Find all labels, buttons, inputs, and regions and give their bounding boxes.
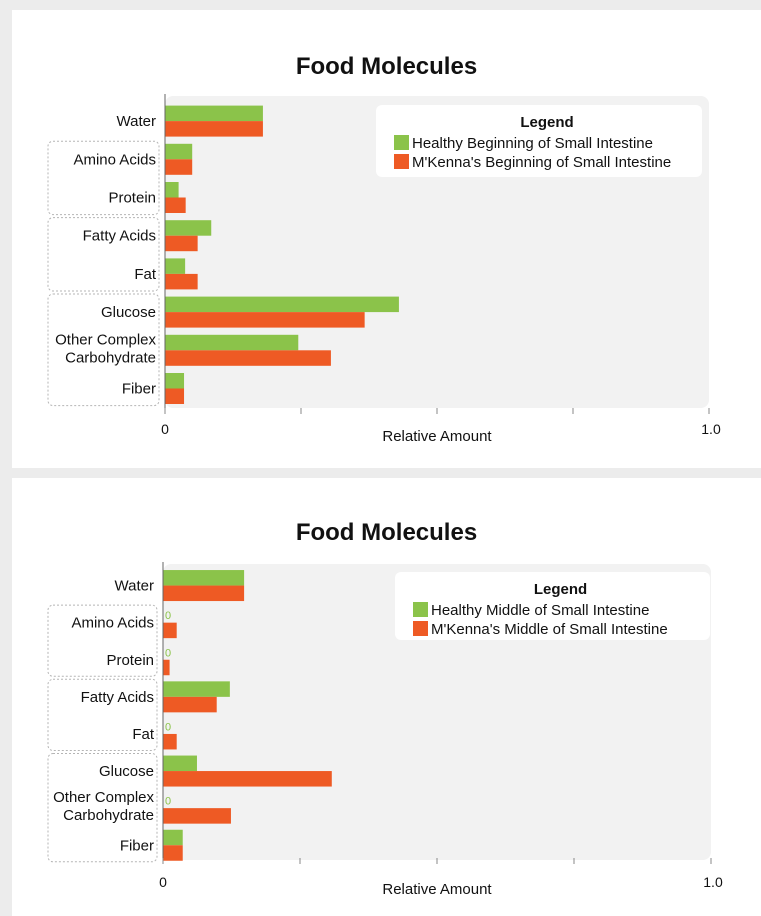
legend-entry: M'Kenna's Beginning of Small Intestine <box>412 154 671 171</box>
x-axis-label: Relative Amount <box>382 428 492 445</box>
bar <box>165 373 185 389</box>
category-label: Fatty Acids <box>81 689 154 706</box>
legend-swatch <box>413 602 428 617</box>
bar <box>163 829 183 846</box>
zero-value-label: 0 <box>165 721 171 733</box>
bar <box>165 273 198 290</box>
chart-title: Food Molecules <box>296 53 477 80</box>
bar <box>163 570 245 586</box>
bar <box>163 808 231 824</box>
category-label: Amino Acids <box>71 615 154 632</box>
category-label: Fatty Acids <box>83 228 156 245</box>
zero-value-label: 0 <box>165 610 171 622</box>
category-group-box <box>47 217 160 292</box>
bar <box>165 312 365 328</box>
bar <box>165 350 331 366</box>
bar <box>163 585 245 602</box>
bar <box>165 388 185 404</box>
category-group-box <box>47 140 160 216</box>
chart-panel-middle: Food Molecules Water Amino Acids 0 Protein 0 F… <box>12 478 761 916</box>
chart-panel-beginning: Food Molecules Water Amino Acids Protein Fat… <box>12 10 761 468</box>
category-label: Water <box>115 578 154 595</box>
category-label: Protein <box>106 652 154 669</box>
bar <box>165 258 186 274</box>
category-group-box <box>47 604 158 677</box>
category-label: Other Complex <box>55 331 156 348</box>
food-molecules-chart-beginning: Food Molecules Water Amino Acids Protein Fat… <box>47 53 721 445</box>
category-label: Fiber <box>122 381 156 398</box>
legend-entry: Healthy Middle of Small Intestine <box>431 602 649 619</box>
zero-value-label: 0 <box>165 796 171 808</box>
bar <box>163 755 197 772</box>
bar <box>163 733 177 750</box>
bar <box>163 696 217 713</box>
legend-swatch <box>394 154 409 169</box>
bar <box>165 143 193 160</box>
category-label: Water <box>117 113 156 130</box>
category-label: Glucose <box>99 763 154 780</box>
bar <box>165 159 193 175</box>
category-group-box <box>47 753 158 863</box>
x-tick-label: 1.0 <box>703 874 723 890</box>
bar <box>163 845 183 861</box>
bar <box>163 622 177 639</box>
bar <box>165 182 179 198</box>
category-label: Carbohydrate <box>65 349 156 366</box>
bar <box>163 771 332 787</box>
bar <box>165 121 263 137</box>
legend-entry: Healthy Beginning of Small Intestine <box>412 135 653 152</box>
x-tick-label: 0 <box>159 874 167 890</box>
bar <box>163 681 230 697</box>
category-label: Protein <box>108 190 156 207</box>
bar <box>165 334 299 351</box>
bar <box>165 235 198 252</box>
category-label: Fat <box>132 726 155 743</box>
bar <box>165 220 212 236</box>
chart-title: Food Molecules <box>296 519 477 546</box>
x-axis-label: Relative Amount <box>382 881 492 898</box>
bar <box>165 105 263 122</box>
legend-swatch <box>394 135 409 150</box>
bar <box>165 296 399 313</box>
x-tick-label: 1.0 <box>701 421 721 437</box>
zero-value-label: 0 <box>165 647 171 659</box>
category-label: Carbohydrate <box>63 807 154 824</box>
category-label: Fiber <box>120 837 154 854</box>
legend-box <box>376 105 702 177</box>
legend-title: Legend <box>534 581 587 598</box>
category-label: Glucose <box>101 304 156 321</box>
category-label: Amino Acids <box>73 151 156 168</box>
category-group-box <box>47 678 158 751</box>
legend-box <box>395 572 710 640</box>
bar <box>163 659 170 676</box>
bar <box>165 197 186 213</box>
category-group-box <box>47 293 160 407</box>
legend-swatch <box>413 621 428 636</box>
legend-entry: M'Kenna's Middle of Small Intestine <box>431 621 668 638</box>
x-tick-label: 0 <box>161 421 169 437</box>
category-label: Fat <box>134 266 157 283</box>
category-label: Other Complex <box>53 789 154 806</box>
legend-title: Legend <box>520 114 573 131</box>
